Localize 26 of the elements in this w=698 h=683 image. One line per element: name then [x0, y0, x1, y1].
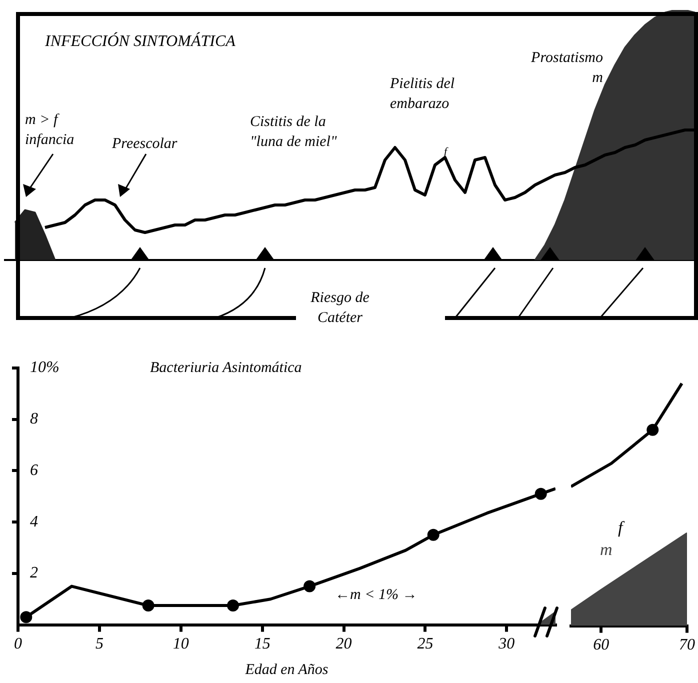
- x-tick-label: 30: [498, 636, 515, 653]
- x-tick-label: 10: [172, 636, 189, 653]
- annotation: Prostatismo m: [531, 49, 603, 88]
- chart-title: Bacteriuria Asintomática: [150, 360, 302, 377]
- x-tick-label: 60: [593, 636, 610, 654]
- x-tick-label: 5: [95, 636, 104, 653]
- y-tick-label: 10%: [30, 359, 60, 376]
- text: f: [618, 518, 623, 538]
- y-tick-label: 4: [30, 513, 38, 530]
- text: INFECCIÓN SINTOMÁTICA: [45, 33, 236, 51]
- point: [20, 611, 32, 624]
- x-tick-label: 20: [336, 636, 352, 653]
- x-axis-title: Edad en Años: [244, 662, 328, 678]
- annotation: ←m < 1% →: [335, 586, 418, 605]
- annotation: Preescolar: [112, 135, 178, 154]
- x-tick-label: 15: [254, 636, 270, 653]
- y-tick-label: 6: [30, 462, 38, 479]
- y-tick-label: 8: [30, 410, 38, 428]
- annotation: Cistitis de la "luna de miel": [250, 113, 337, 152]
- annotation: Pielitis del embarazo: [390, 75, 455, 114]
- y-tick-label: 2: [30, 564, 38, 582]
- annotation: m > f infancia: [25, 111, 74, 150]
- x-tick-label: 70: [679, 636, 695, 654]
- x-tick-label: 25: [417, 636, 434, 653]
- x-tick-label: 0: [14, 636, 22, 653]
- series-label: m: [600, 540, 612, 560]
